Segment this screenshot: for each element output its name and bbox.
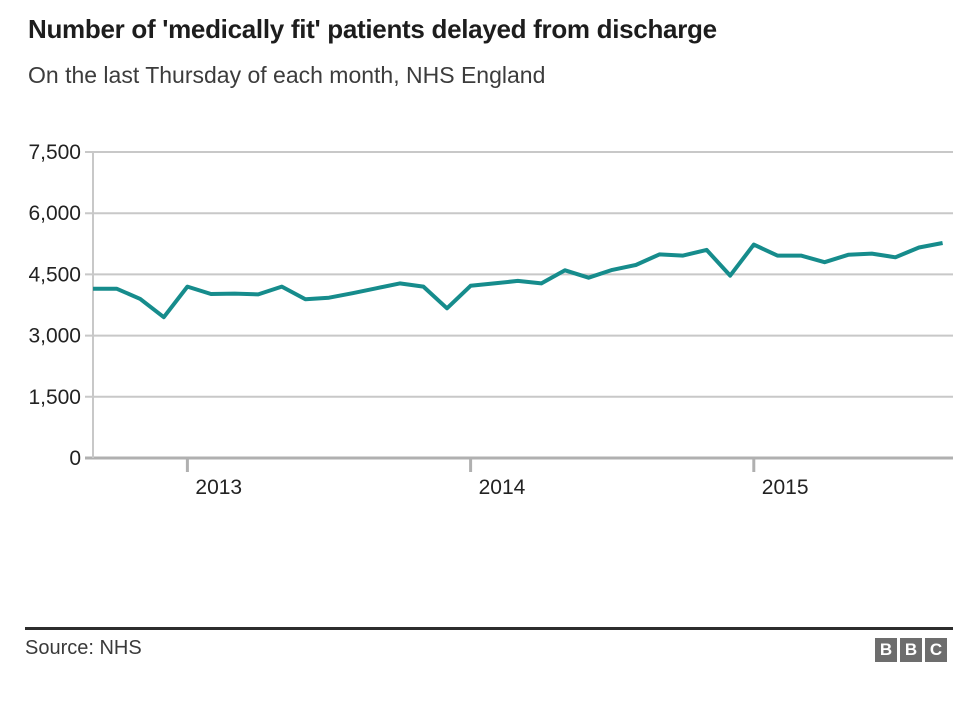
bbc-logo-block: B [900, 638, 922, 662]
bbc-logo: B B C [875, 638, 947, 662]
y-tick-label: 7,500 [28, 141, 81, 164]
x-tick-label: 2014 [479, 476, 526, 499]
y-tick-label: 3,000 [28, 325, 81, 348]
line-chart: 0 1,500 3,000 4,500 6,000 7,500 2013 2014 2015 [28, 141, 953, 499]
chart-subtitle: On the last Thursday of each month, NHS … [28, 62, 546, 88]
footer-divider [25, 627, 953, 630]
y-tick-label: 0 [69, 447, 81, 470]
y-tick-label: 4,500 [28, 263, 81, 286]
bbc-logo-block: C [925, 638, 947, 662]
source-attribution: Source: NHS [25, 637, 142, 659]
x-tick-label: 2015 [762, 476, 809, 499]
x-tick-label: 2013 [195, 476, 242, 499]
chart-title: Number of 'medically fit' patients delay… [28, 14, 717, 44]
y-tick-label: 1,500 [28, 386, 81, 409]
bbc-logo-block: B [875, 638, 897, 662]
data-line-series [93, 241, 943, 320]
y-tick-label: 6,000 [28, 202, 81, 225]
